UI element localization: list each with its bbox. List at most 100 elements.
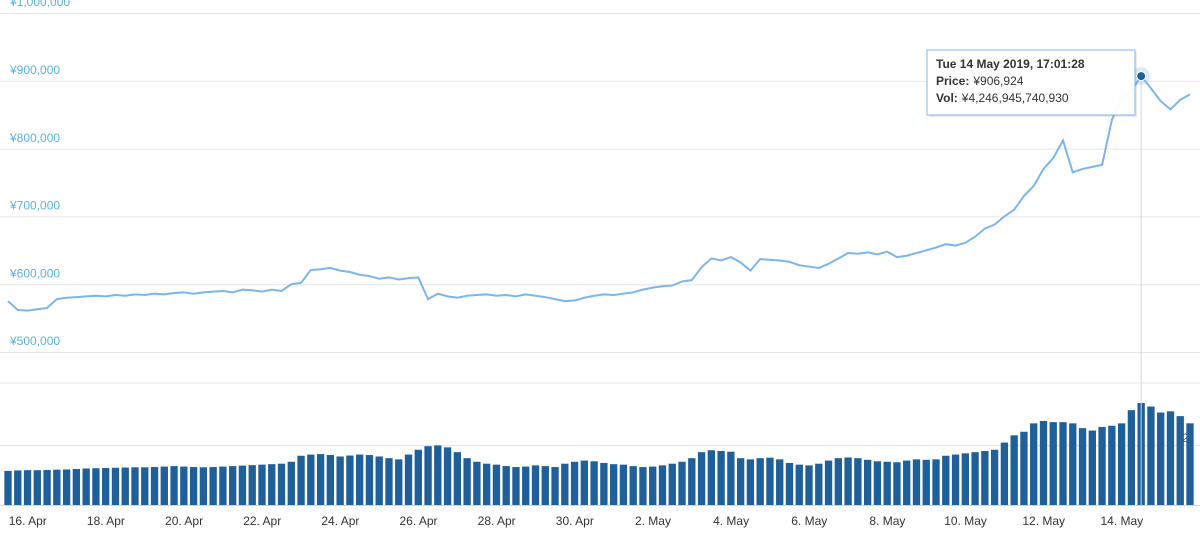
volume-bar	[14, 470, 22, 505]
volume-bar	[102, 468, 110, 505]
volume-bar	[785, 462, 794, 505]
volume-bar	[404, 454, 413, 505]
x-tick-label: 2. May	[635, 514, 671, 528]
tooltip-item: Vol: ¥4,246,945,740,930	[936, 91, 1069, 105]
x-tick-label: 20. Apr	[165, 514, 203, 528]
volume-bar	[1098, 426, 1106, 505]
volume-bar	[395, 459, 403, 505]
volume-bar	[141, 467, 149, 505]
y-tick-label: ¥900,000	[9, 63, 60, 77]
volume-bar	[668, 463, 676, 505]
volume-bar	[180, 466, 188, 505]
volume-bar	[33, 470, 41, 505]
volume-bar	[824, 460, 833, 505]
volume-bar	[1147, 406, 1155, 505]
tooltip-value: ¥4,246,945,740,930	[961, 91, 1069, 105]
tooltip	[926, 49, 1136, 116]
volume-bar	[551, 467, 559, 505]
volume-bar	[346, 455, 354, 505]
volume-bar	[1010, 435, 1018, 505]
volume-bar	[111, 467, 120, 505]
volume-bar	[248, 465, 256, 505]
volume-bar	[893, 462, 901, 505]
volume-bar	[23, 470, 32, 505]
volume-bar	[512, 467, 520, 505]
x-tick-label: 12. May	[1022, 514, 1065, 528]
volume-bar	[434, 445, 442, 505]
volume-bar	[473, 461, 481, 505]
volume-bar	[717, 450, 725, 505]
volume-bar	[414, 449, 422, 505]
volume-bar	[121, 467, 129, 505]
volume-bar	[4, 470, 12, 505]
volume-bar	[1186, 423, 1194, 505]
volume-bar	[53, 469, 61, 505]
volume-bar	[502, 466, 510, 505]
x-tick-label: 28. Apr	[478, 514, 516, 528]
volume-bar	[981, 450, 989, 505]
volume-bar	[150, 467, 159, 505]
volume-bar	[1127, 410, 1136, 505]
volume-bar	[766, 457, 774, 505]
volume-bar	[443, 447, 452, 505]
y-tick-label: ¥800,000	[9, 131, 60, 145]
volume-bar	[727, 451, 735, 505]
volume-bar	[375, 456, 383, 505]
volume-bar	[1020, 431, 1028, 505]
tooltip-item: Price: ¥906,924	[936, 74, 1024, 88]
volume-bar	[258, 464, 266, 505]
x-tick-label: 8. May	[869, 514, 905, 528]
volume-bar	[365, 455, 374, 505]
volume-bar	[678, 461, 686, 505]
volume-bar	[561, 463, 569, 505]
volume-bar	[961, 453, 969, 505]
volume-bar	[707, 450, 716, 505]
volume-bar	[531, 465, 540, 505]
volume-bar	[942, 455, 950, 505]
volume-bar	[72, 468, 81, 505]
volume-bar	[160, 466, 168, 505]
volume-bar	[776, 459, 784, 505]
volume-bar	[1000, 442, 1009, 505]
volume-bar	[82, 468, 90, 505]
volume-bar	[971, 452, 979, 505]
volume-bar	[570, 461, 579, 505]
x-tick-label: 6. May	[791, 514, 827, 528]
x-tick-label: 4. May	[713, 514, 749, 528]
volume-bar	[795, 464, 803, 505]
volume-bar	[932, 459, 940, 505]
volume-bar	[1059, 422, 1067, 505]
y-tick-label: ¥500,000	[9, 334, 60, 348]
volume-bar	[238, 465, 247, 505]
volume-bar	[1078, 428, 1087, 505]
volume-bar	[170, 466, 178, 505]
volume-bar	[1049, 422, 1057, 505]
volume-bar	[62, 469, 71, 505]
volume-bar	[697, 452, 706, 505]
volume-bar	[1157, 412, 1165, 505]
volume-bar	[1108, 425, 1116, 505]
x-tick-label: 24. Apr	[321, 514, 359, 528]
volume-bar	[1088, 430, 1096, 505]
volume-bar	[287, 461, 295, 505]
volume-bar	[385, 458, 393, 505]
volume-bar	[219, 466, 227, 505]
volume-bar	[658, 465, 667, 505]
x-tick-label: 18. Apr	[87, 514, 125, 528]
volume-bar	[834, 458, 842, 505]
volume-bar	[492, 464, 501, 505]
volume-bar	[590, 461, 598, 505]
volume-bar	[844, 457, 852, 505]
volume-bar	[316, 454, 325, 505]
y-tick-label: ¥700,000	[9, 199, 60, 213]
volume-bar	[873, 461, 882, 505]
volume-bar	[92, 468, 100, 505]
volume-bar	[1176, 416, 1184, 505]
volume-bar	[609, 464, 618, 505]
volume-bar	[1030, 423, 1038, 505]
y-tick-label: ¥600,000	[9, 266, 60, 280]
volume-bar	[268, 464, 276, 505]
volume-bar	[336, 456, 344, 505]
volume-bar	[883, 461, 891, 505]
